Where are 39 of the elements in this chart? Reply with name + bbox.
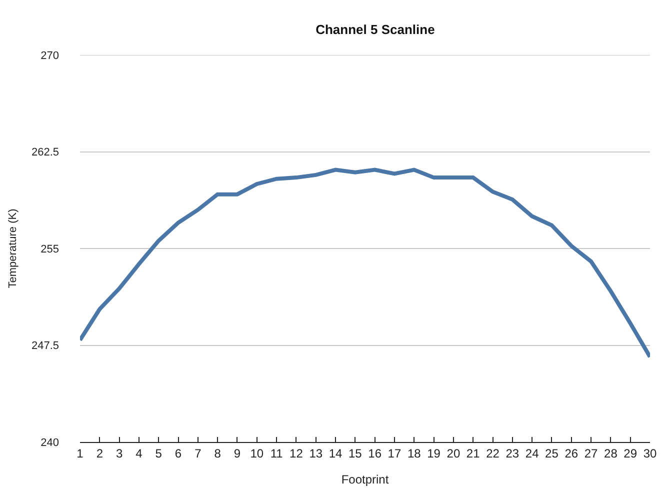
y-axis-title: Temperature (K) [7, 208, 20, 288]
x-axis-title: Footprint [341, 472, 390, 486]
line-series [80, 168, 650, 359]
x-tick-label: 17 [388, 446, 402, 460]
x-tick-label: 19 [427, 446, 441, 460]
x-tick-label: 18 [407, 446, 422, 460]
y-tick-label: 255 [40, 243, 59, 256]
y-tick-label: 270 [40, 50, 59, 62]
x-tick-label: 28 [604, 446, 618, 460]
x-tick-label: 6 [174, 446, 182, 460]
x-tick-label: 20 [446, 446, 460, 460]
x-tick-label: 4 [136, 446, 143, 460]
x-tick-label: 5 [155, 446, 162, 460]
x-tick-label: 3 [116, 446, 123, 460]
x-tick-label: 13 [309, 446, 323, 460]
x-tick-label: 30 [643, 446, 657, 460]
x-tick-label: 29 [624, 446, 638, 460]
x-tick-label: 10 [250, 446, 264, 460]
y-tick-label: 240 [40, 436, 59, 449]
x-tick-label: 27 [584, 446, 598, 460]
x-tick-label: 8 [214, 446, 222, 460]
chart-title: Channel 5 Scanline [316, 22, 435, 37]
x-tick-label: 1 [76, 446, 84, 460]
x-tick-label: 21 [466, 446, 480, 460]
x-tick-label: 14 [328, 446, 343, 460]
x-tick-label: 9 [234, 446, 241, 460]
x-tick-label: 7 [194, 446, 202, 460]
y-tick-label: 247.5 [31, 340, 59, 352]
x-tick-label: 24 [525, 446, 540, 460]
x-tick-label: 25 [545, 446, 559, 460]
x-tick-label: 2 [96, 446, 104, 460]
x-tick-label: 22 [486, 446, 500, 460]
x-tick-label: 11 [270, 446, 284, 460]
x-tick-label: 15 [348, 446, 362, 460]
x-tick-label: 23 [506, 446, 520, 460]
x-tick-label: 16 [368, 446, 382, 460]
x-tick-label: 26 [564, 446, 578, 460]
x-tick-label: 12 [290, 446, 304, 460]
y-tick-label: 262.5 [31, 146, 59, 159]
